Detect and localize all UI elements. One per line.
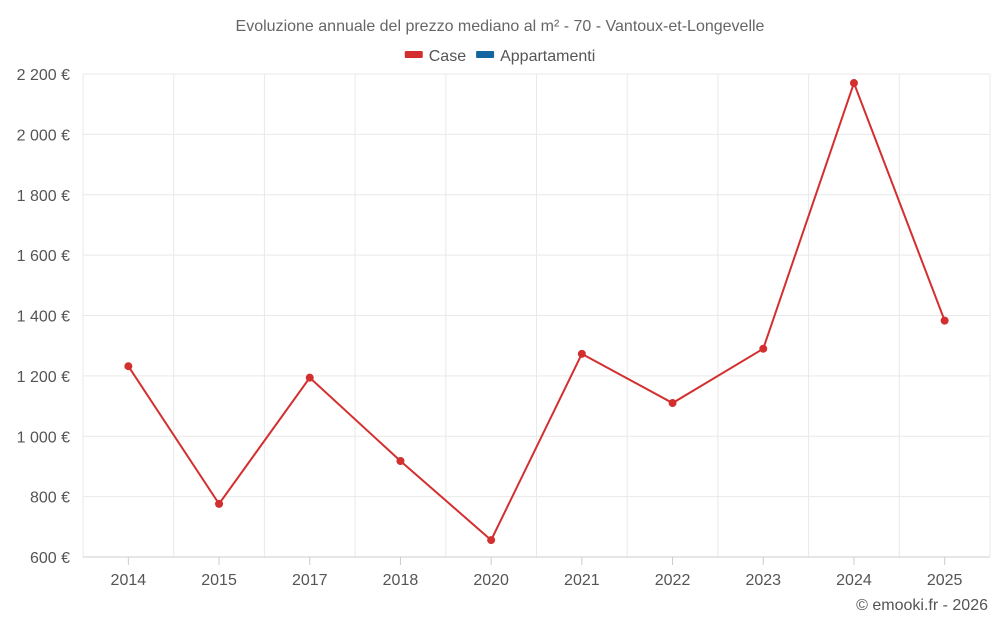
y-tick-label: 600 €	[30, 550, 70, 567]
legend-item-appartamenti[interactable]: Appartamenti	[476, 48, 595, 65]
x-tick-label: 2017	[292, 572, 328, 589]
y-tick-label: 1 000 €	[17, 429, 70, 446]
y-tick-label: 1 400 €	[17, 309, 70, 326]
series-line-case	[127, 80, 946, 542]
chart-title: Evoluzione annuale del prezzo mediano al…	[236, 18, 765, 35]
data-point[interactable]	[668, 399, 677, 408]
legend-swatch	[476, 51, 495, 58]
data-point[interactable]	[849, 79, 858, 88]
legend-label: Appartamenti	[500, 48, 595, 65]
x-tick-label: 2020	[473, 572, 509, 589]
legend-label: Case	[429, 48, 466, 65]
x-tick-label: 2025	[927, 572, 963, 589]
grid	[82, 73, 991, 557]
data-point[interactable]	[215, 499, 224, 508]
data-point[interactable]	[305, 373, 314, 382]
x-tick-label: 2022	[655, 572, 691, 589]
x-tick-label: 2014	[111, 572, 147, 589]
data-point[interactable]	[759, 344, 768, 353]
credit-text: © emooki.fr - 2026	[856, 597, 988, 614]
data-point[interactable]	[487, 536, 496, 545]
data-point[interactable]	[124, 362, 133, 371]
legend-item-case[interactable]: Case	[404, 48, 466, 65]
x-tick-label: 2015	[201, 572, 237, 589]
y-tick-label: 1 600 €	[17, 248, 70, 265]
series-layer	[124, 79, 949, 545]
x-tick-label: 2023	[745, 572, 781, 589]
y-tick-label: 2 200 €	[17, 67, 70, 84]
x-tick-label: 2024	[836, 572, 872, 589]
data-point[interactable]	[940, 316, 949, 325]
x-tick-label: 2021	[564, 572, 600, 589]
axes: 600 € 800 € 1 000 € 1 200 € 1 400 € 1 600 € 1 …	[17, 67, 990, 589]
y-tick-label: 1 800 €	[17, 188, 70, 205]
y-tick-label: 1 200 €	[17, 369, 70, 386]
legend: Case Appartamenti	[404, 48, 595, 65]
x-tick-label: 2018	[383, 572, 419, 589]
y-tick-label: 800 €	[30, 490, 70, 507]
data-point[interactable]	[577, 349, 586, 358]
y-tick-label: 2 000 €	[17, 127, 70, 144]
data-point[interactable]	[396, 457, 405, 466]
legend-swatch	[404, 51, 423, 58]
